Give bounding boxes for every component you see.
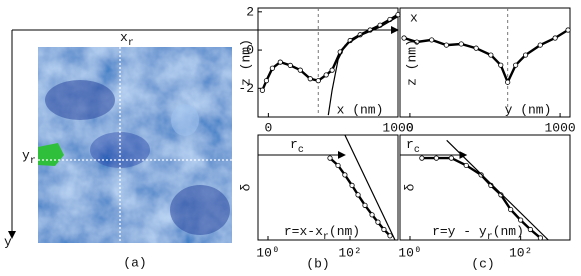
- data-point: [287, 62, 293, 68]
- data-point: [488, 52, 494, 58]
- data-point: [458, 41, 464, 47]
- plot-frame: [399, 7, 571, 118]
- data-point: [443, 42, 450, 48]
- data-point: [277, 59, 283, 65]
- plot-frame: [257, 7, 399, 118]
- y-axis-label: δ: [402, 183, 417, 191]
- fit-line: [344, 134, 396, 241]
- data-point: [369, 212, 375, 218]
- data-point: [307, 76, 313, 82]
- panel-label: (c): [471, 256, 494, 271]
- data-point: [513, 62, 519, 68]
- plot-frame: [257, 134, 399, 241]
- label-sub: c: [298, 145, 304, 156]
- plot-frame: [399, 134, 571, 241]
- data-point: [263, 78, 270, 84]
- label-sub: c: [414, 145, 420, 156]
- panel-label: (b): [306, 256, 329, 271]
- dark-region: [170, 185, 230, 235]
- data-point: [498, 62, 504, 68]
- data-point: [414, 39, 420, 45]
- data-point: [565, 27, 571, 33]
- data-point: [297, 67, 303, 73]
- marker-x: xr: [120, 30, 134, 48]
- x-axis-label: r=y - yr(nm): [432, 224, 524, 242]
- data-point: [387, 233, 393, 239]
- data-point: [349, 182, 355, 188]
- dark-region: [90, 132, 150, 168]
- x-tick-label: 1000: [544, 120, 575, 135]
- data-point: [429, 37, 435, 43]
- x-tick-label: 0: [264, 120, 272, 135]
- x-tick-label: 10²: [338, 245, 361, 260]
- panel-a: x y xr yr (a): [4, 10, 418, 270]
- x-tick-label: 10⁰: [398, 245, 421, 260]
- rc-label: rc: [290, 137, 304, 155]
- x-tick-label: 10²: [509, 245, 532, 260]
- data-line: [329, 157, 391, 237]
- x-axis-label: x (nm): [337, 102, 384, 117]
- data-point: [518, 217, 524, 223]
- data-point: [259, 87, 266, 93]
- data-point: [335, 162, 341, 169]
- marker-y: yr: [22, 148, 36, 166]
- fit-line: [327, 16, 399, 116]
- y-axis-label: z (nm): [404, 39, 419, 86]
- data-point: [463, 162, 469, 169]
- label-part: (nm): [493, 224, 524, 239]
- light-region: [171, 104, 199, 136]
- data-point: [401, 35, 407, 41]
- label-part: r=y - y: [432, 224, 487, 239]
- y-axis-label: z (nm): [238, 39, 253, 86]
- label-part: r: [406, 137, 414, 152]
- data-point: [473, 45, 479, 51]
- data-point: [433, 155, 439, 161]
- label-part: r: [290, 137, 298, 152]
- y-tick-label: -2: [238, 81, 254, 96]
- data-point: [329, 67, 335, 73]
- x-tick-label: 0: [406, 120, 414, 135]
- data-point: [505, 79, 511, 85]
- data-line: [403, 28, 569, 86]
- x-tick-label: 1000: [382, 120, 413, 135]
- y-tick-label: 0: [246, 43, 254, 58]
- data-point: [537, 235, 544, 241]
- label-part: r=x-x: [284, 224, 323, 239]
- data-point: [323, 72, 329, 78]
- data-point: [269, 65, 275, 71]
- rc-label: rc: [406, 137, 420, 155]
- dark-region: [45, 80, 115, 120]
- y-tick-label: 2: [246, 4, 254, 19]
- data-point: [537, 42, 543, 48]
- x-axis-label: r=x-xr(nm): [284, 224, 360, 242]
- data-point: [527, 226, 533, 233]
- x-tick-label: 10⁰: [256, 245, 279, 260]
- axis-y-label: y: [4, 234, 12, 249]
- data-point: [342, 172, 348, 178]
- data-point: [327, 155, 333, 161]
- label-part: (nm): [329, 224, 360, 239]
- data-point: [508, 206, 514, 213]
- data-point: [552, 35, 558, 41]
- y-axis-label: δ: [238, 183, 253, 191]
- data-point: [355, 192, 361, 198]
- x-axis-label: y (nm): [505, 102, 552, 117]
- green-patch: [38, 143, 64, 166]
- data-point: [522, 52, 529, 58]
- data-point: [448, 155, 454, 161]
- data-point: [419, 155, 425, 161]
- panel-label: (a): [123, 255, 146, 270]
- data-point: [381, 226, 387, 233]
- axis-x-label: x: [410, 10, 418, 25]
- data-point: [375, 219, 381, 225]
- label-sub: r: [487, 232, 493, 243]
- data-point: [315, 78, 321, 84]
- data-point: [362, 202, 368, 208]
- label-sub: r: [323, 232, 329, 243]
